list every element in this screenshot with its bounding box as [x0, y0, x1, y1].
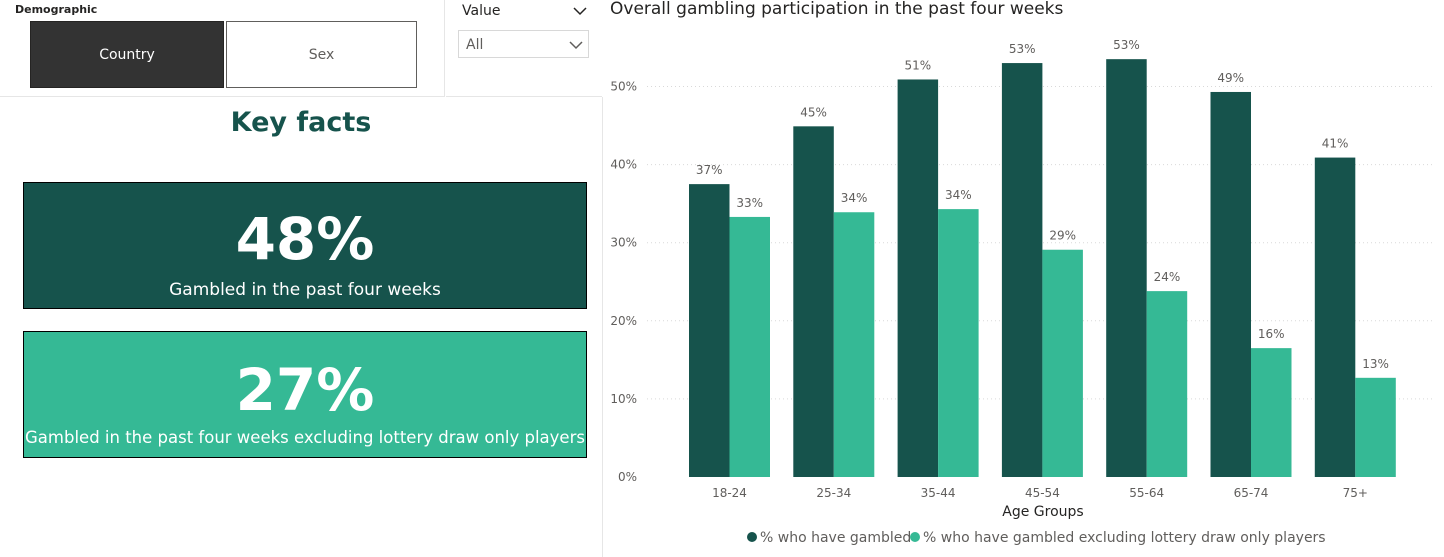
value-slicer: Value All: [446, 0, 602, 97]
bar-gambled-55-64[interactable]: [1106, 59, 1147, 477]
bar-excluding-lottery-25-34[interactable]: [833, 212, 875, 477]
data-label: 49%: [1217, 71, 1244, 85]
bar-chart: 0% 10% 20% 30% 40% 50% 37% 33% 18-24 45% 34% 25-34 5…: [610, 38, 1434, 546]
value-dropdown-selected: All: [466, 37, 484, 53]
data-label: 34%: [841, 191, 868, 205]
value-dropdown[interactable]: All: [458, 30, 589, 58]
data-label: 37%: [696, 163, 723, 177]
bar-gambled-25-34[interactable]: [793, 126, 834, 478]
bar-excluding-lottery-75+[interactable]: [1355, 377, 1396, 477]
demographic-slicer-title: Demographic: [15, 3, 98, 16]
bar-gambled-18-24[interactable]: [689, 184, 730, 477]
y-tick-label: 20%: [610, 314, 637, 328]
key-fact-value: 48%: [235, 205, 375, 273]
x-tick-label: 45-54: [1025, 486, 1060, 500]
data-label: 53%: [1009, 42, 1036, 56]
chart-title: Overall gambling participation in the pa…: [610, 0, 1064, 19]
key-facts-heading: Key facts: [230, 107, 372, 138]
data-label: 29%: [1049, 229, 1076, 243]
y-tick-label: 30%: [610, 236, 637, 250]
key-fact-value: 27%: [235, 356, 375, 424]
data-label: 41%: [1322, 137, 1349, 151]
x-axis-label: Age Groups: [1002, 504, 1083, 520]
key-fact-card-excluding-lottery: 27% Gambled in the past four weeks exclu…: [23, 331, 587, 458]
bar-excluding-lottery-65-74[interactable]: [1251, 348, 1292, 477]
x-tick-label: 25-34: [816, 486, 851, 500]
legend-marker: [910, 532, 920, 542]
data-label: 34%: [945, 188, 972, 202]
bar-excluding-lottery-55-64[interactable]: [1146, 291, 1188, 477]
legend-entry[interactable]: % who have gambled: [760, 530, 911, 546]
y-tick-label: 50%: [610, 80, 637, 94]
data-label: 45%: [800, 105, 827, 119]
y-tick-label: 40%: [610, 158, 637, 172]
chevron-down-icon[interactable]: [572, 2, 588, 22]
demographic-option-country[interactable]: Country: [30, 21, 224, 88]
key-fact-caption: Gambled in the past four weeks excluding…: [25, 428, 585, 447]
x-tick-label: 75+: [1343, 486, 1368, 500]
key-facts-panel: Key facts 48% Gambled in the past four w…: [0, 97, 603, 557]
x-tick-label: 65-74: [1234, 486, 1269, 500]
y-tick-label: 0%: [618, 470, 637, 484]
chart-panel: 0% 10% 20% 30% 40% 50% 37% 33% 18-24 45% 34% 25-34 5…: [603, 0, 1444, 557]
demographic-option-sex[interactable]: Sex: [226, 21, 417, 88]
bar-gambled-45-54[interactable]: [1001, 63, 1043, 477]
bar-gambled-65-74[interactable]: [1210, 91, 1252, 477]
key-fact-caption: Gambled in the past four weeks: [169, 280, 441, 300]
data-label: 24%: [1154, 270, 1181, 284]
data-label: 53%: [1113, 38, 1140, 52]
chevron-down-icon: [569, 41, 583, 50]
legend-marker: [747, 532, 757, 542]
legend-entry[interactable]: % who have gambled excluding lottery dra…: [923, 530, 1326, 546]
bar-excluding-lottery-35-44[interactable]: [938, 209, 979, 477]
x-tick-label: 55-64: [1129, 486, 1164, 500]
x-tick-label: 18-24: [712, 486, 747, 500]
value-slicer-title: Value: [462, 3, 501, 19]
bar-excluding-lottery-45-54[interactable]: [1042, 249, 1083, 477]
key-fact-card-gambled: 48% Gambled in the past four weeks: [23, 182, 587, 309]
data-label: 16%: [1258, 327, 1285, 341]
data-label: 51%: [905, 58, 932, 72]
bar-gambled-35-44[interactable]: [897, 79, 939, 477]
bar-excluding-lottery-18-24[interactable]: [729, 216, 771, 477]
bar-gambled-75+[interactable]: [1314, 157, 1356, 478]
data-label: 13%: [1362, 357, 1389, 371]
demographic-slicer: Demographic Country Sex: [0, 0, 445, 97]
x-tick-label: 35-44: [921, 486, 956, 500]
y-tick-label: 10%: [610, 392, 637, 406]
data-label: 33%: [736, 196, 763, 210]
